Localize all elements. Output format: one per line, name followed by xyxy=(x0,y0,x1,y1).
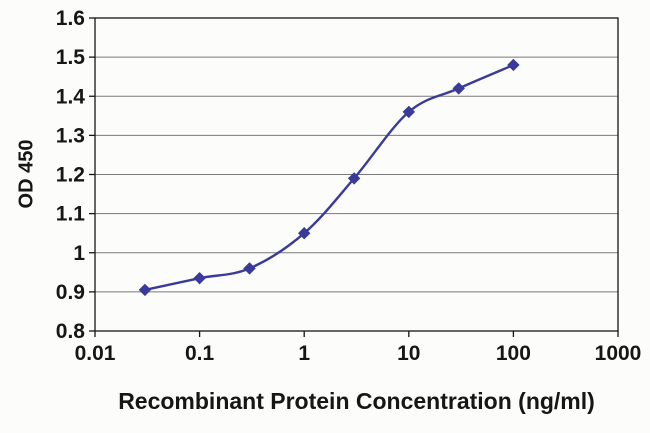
y-tick-label: 0.8 xyxy=(56,320,86,343)
data-point-marker xyxy=(507,58,520,72)
data-point-marker xyxy=(347,172,361,185)
x-tick-label: 1 xyxy=(298,342,310,365)
x-tick-label: 0.1 xyxy=(185,342,215,365)
x-tick-label: 100 xyxy=(496,342,531,365)
data-point-marker xyxy=(193,271,206,285)
y-tick-label: 1 xyxy=(73,242,85,265)
y-tick-label: 1.5 xyxy=(56,46,86,69)
x-axis-title: Recombinant Protein Concentration (ng/ml… xyxy=(118,388,595,414)
y-tick-label: 0.9 xyxy=(56,281,85,304)
x-tick-label: 1000 xyxy=(595,342,642,365)
y-tick-label: 1.6 xyxy=(56,7,85,30)
x-tick-label: 0.01 xyxy=(75,342,116,365)
data-point-marker xyxy=(402,105,416,119)
data-point-marker xyxy=(452,82,465,95)
y-tick-label: 1.4 xyxy=(56,85,86,108)
y-tick-label: 1.2 xyxy=(56,164,85,187)
data-point-marker xyxy=(243,262,256,275)
y-tick-label: 1.3 xyxy=(56,124,85,147)
data-point-marker xyxy=(297,226,311,240)
y-tick-label: 1.1 xyxy=(56,203,86,226)
series-line xyxy=(144,63,514,292)
data-point-marker xyxy=(138,283,152,297)
x-tick-label: 10 xyxy=(397,342,420,365)
y-axis-title: OD 450 xyxy=(15,139,38,209)
